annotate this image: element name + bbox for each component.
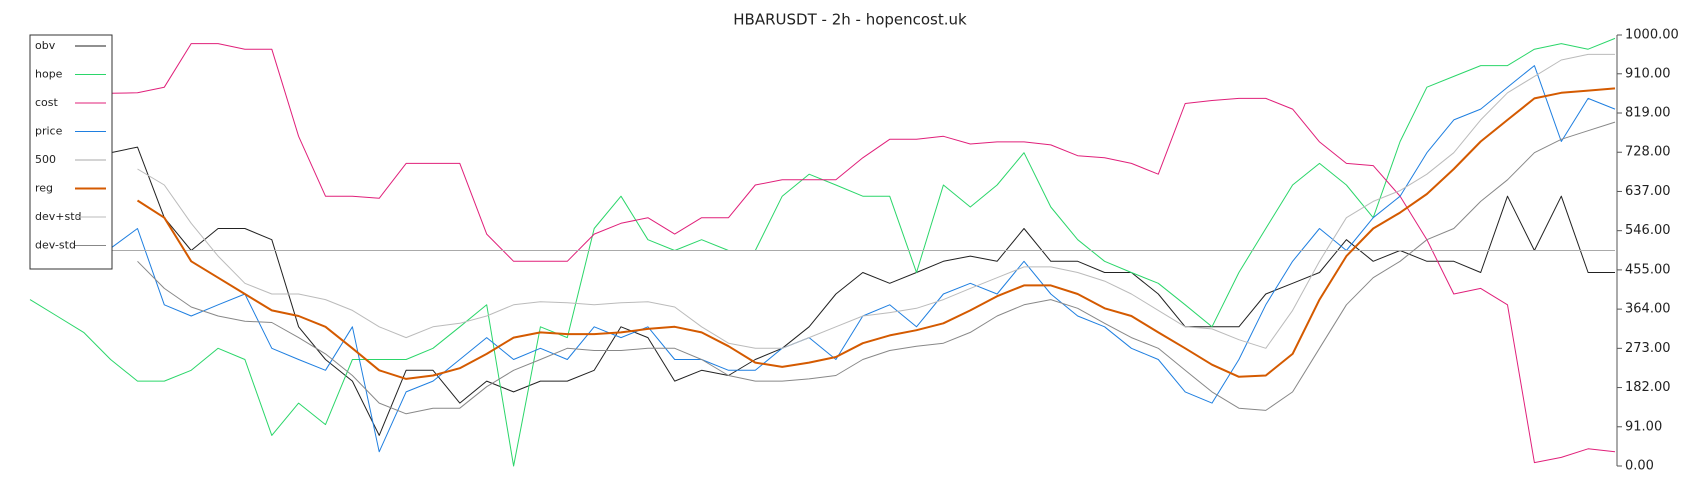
legend-label: dev+std	[35, 210, 82, 223]
chart-title: HBARUSDT - 2h - hopencost.uk	[733, 11, 967, 29]
legend-label: price	[35, 125, 63, 138]
series-line	[137, 53, 1615, 349]
series-line	[136, 87, 1616, 380]
y-tick-label: 273.00	[1625, 341, 1671, 356]
y-tick-label: 819.00	[1625, 106, 1671, 121]
series-line	[110, 65, 1616, 453]
legend-label: dev-std	[35, 239, 76, 252]
legend-label: cost	[35, 96, 59, 109]
legend-label: obv	[35, 39, 56, 52]
legend-label: reg	[35, 182, 53, 195]
y-tick-label: 182.00	[1625, 380, 1671, 395]
y-tick-label: 546.00	[1625, 223, 1671, 238]
y-tick-label: 728.00	[1625, 145, 1671, 160]
series-line	[110, 146, 1615, 436]
y-tick-label: 1000.00	[1625, 28, 1679, 43]
y-tick-label: 0.00	[1625, 459, 1654, 474]
series-line	[110, 43, 1616, 464]
y-tick-label: 455.00	[1625, 262, 1671, 277]
y-tick-label: 91.00	[1625, 419, 1662, 434]
legend-label: 500	[35, 153, 56, 166]
y-tick-label: 637.00	[1625, 184, 1671, 199]
legend: obv hope cost price 500 reg dev+std dev-std	[29, 34, 113, 270]
series-line	[29, 37, 1616, 467]
y-tick-label: 364.00	[1625, 302, 1671, 317]
series-line	[137, 121, 1616, 415]
legend-label: hope	[35, 68, 63, 81]
y-tick-label: 910.00	[1625, 66, 1671, 81]
